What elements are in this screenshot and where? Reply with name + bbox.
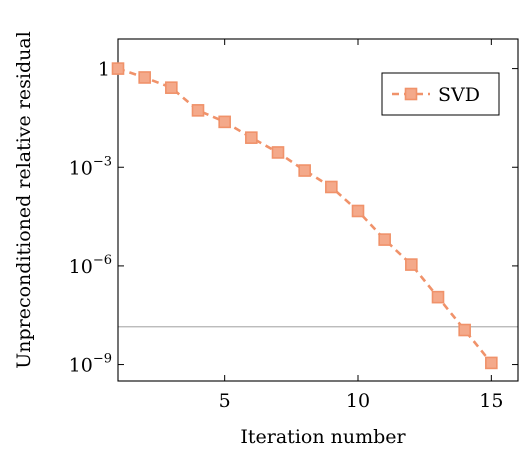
data-point bbox=[485, 356, 498, 370]
data-point bbox=[351, 204, 365, 218]
data-point bbox=[191, 104, 205, 117]
y-tick-label: 10−9 bbox=[69, 352, 112, 377]
plot-frame bbox=[117, 38, 519, 382]
data-point bbox=[378, 233, 391, 246]
data-point bbox=[218, 115, 231, 129]
series-line-svd bbox=[117, 67, 493, 364]
data-point bbox=[111, 62, 125, 75]
data-point bbox=[405, 258, 418, 271]
y-axis-label: Unpreconditioned relative residual bbox=[13, 31, 35, 369]
x-tick-label: 15 bbox=[479, 390, 503, 412]
data-point bbox=[458, 323, 471, 337]
data-point bbox=[165, 81, 178, 94]
x-tick-label: 5 bbox=[219, 390, 231, 412]
data-point bbox=[325, 180, 338, 194]
data-point bbox=[298, 164, 311, 177]
y-tick-label: 10−3 bbox=[69, 154, 112, 179]
legend-marker bbox=[404, 87, 418, 101]
data-point bbox=[245, 131, 258, 144]
y-tick-label: 10−6 bbox=[69, 253, 112, 278]
x-tick-label: 10 bbox=[346, 390, 370, 412]
y-tick-label: 1 bbox=[98, 59, 110, 81]
data-point bbox=[271, 146, 285, 159]
data-point bbox=[431, 290, 445, 304]
data-point bbox=[138, 71, 151, 84]
x-axis-label: Iteration number bbox=[240, 426, 406, 448]
legend-label: SVD bbox=[438, 84, 480, 106]
legend-box bbox=[381, 72, 500, 116]
